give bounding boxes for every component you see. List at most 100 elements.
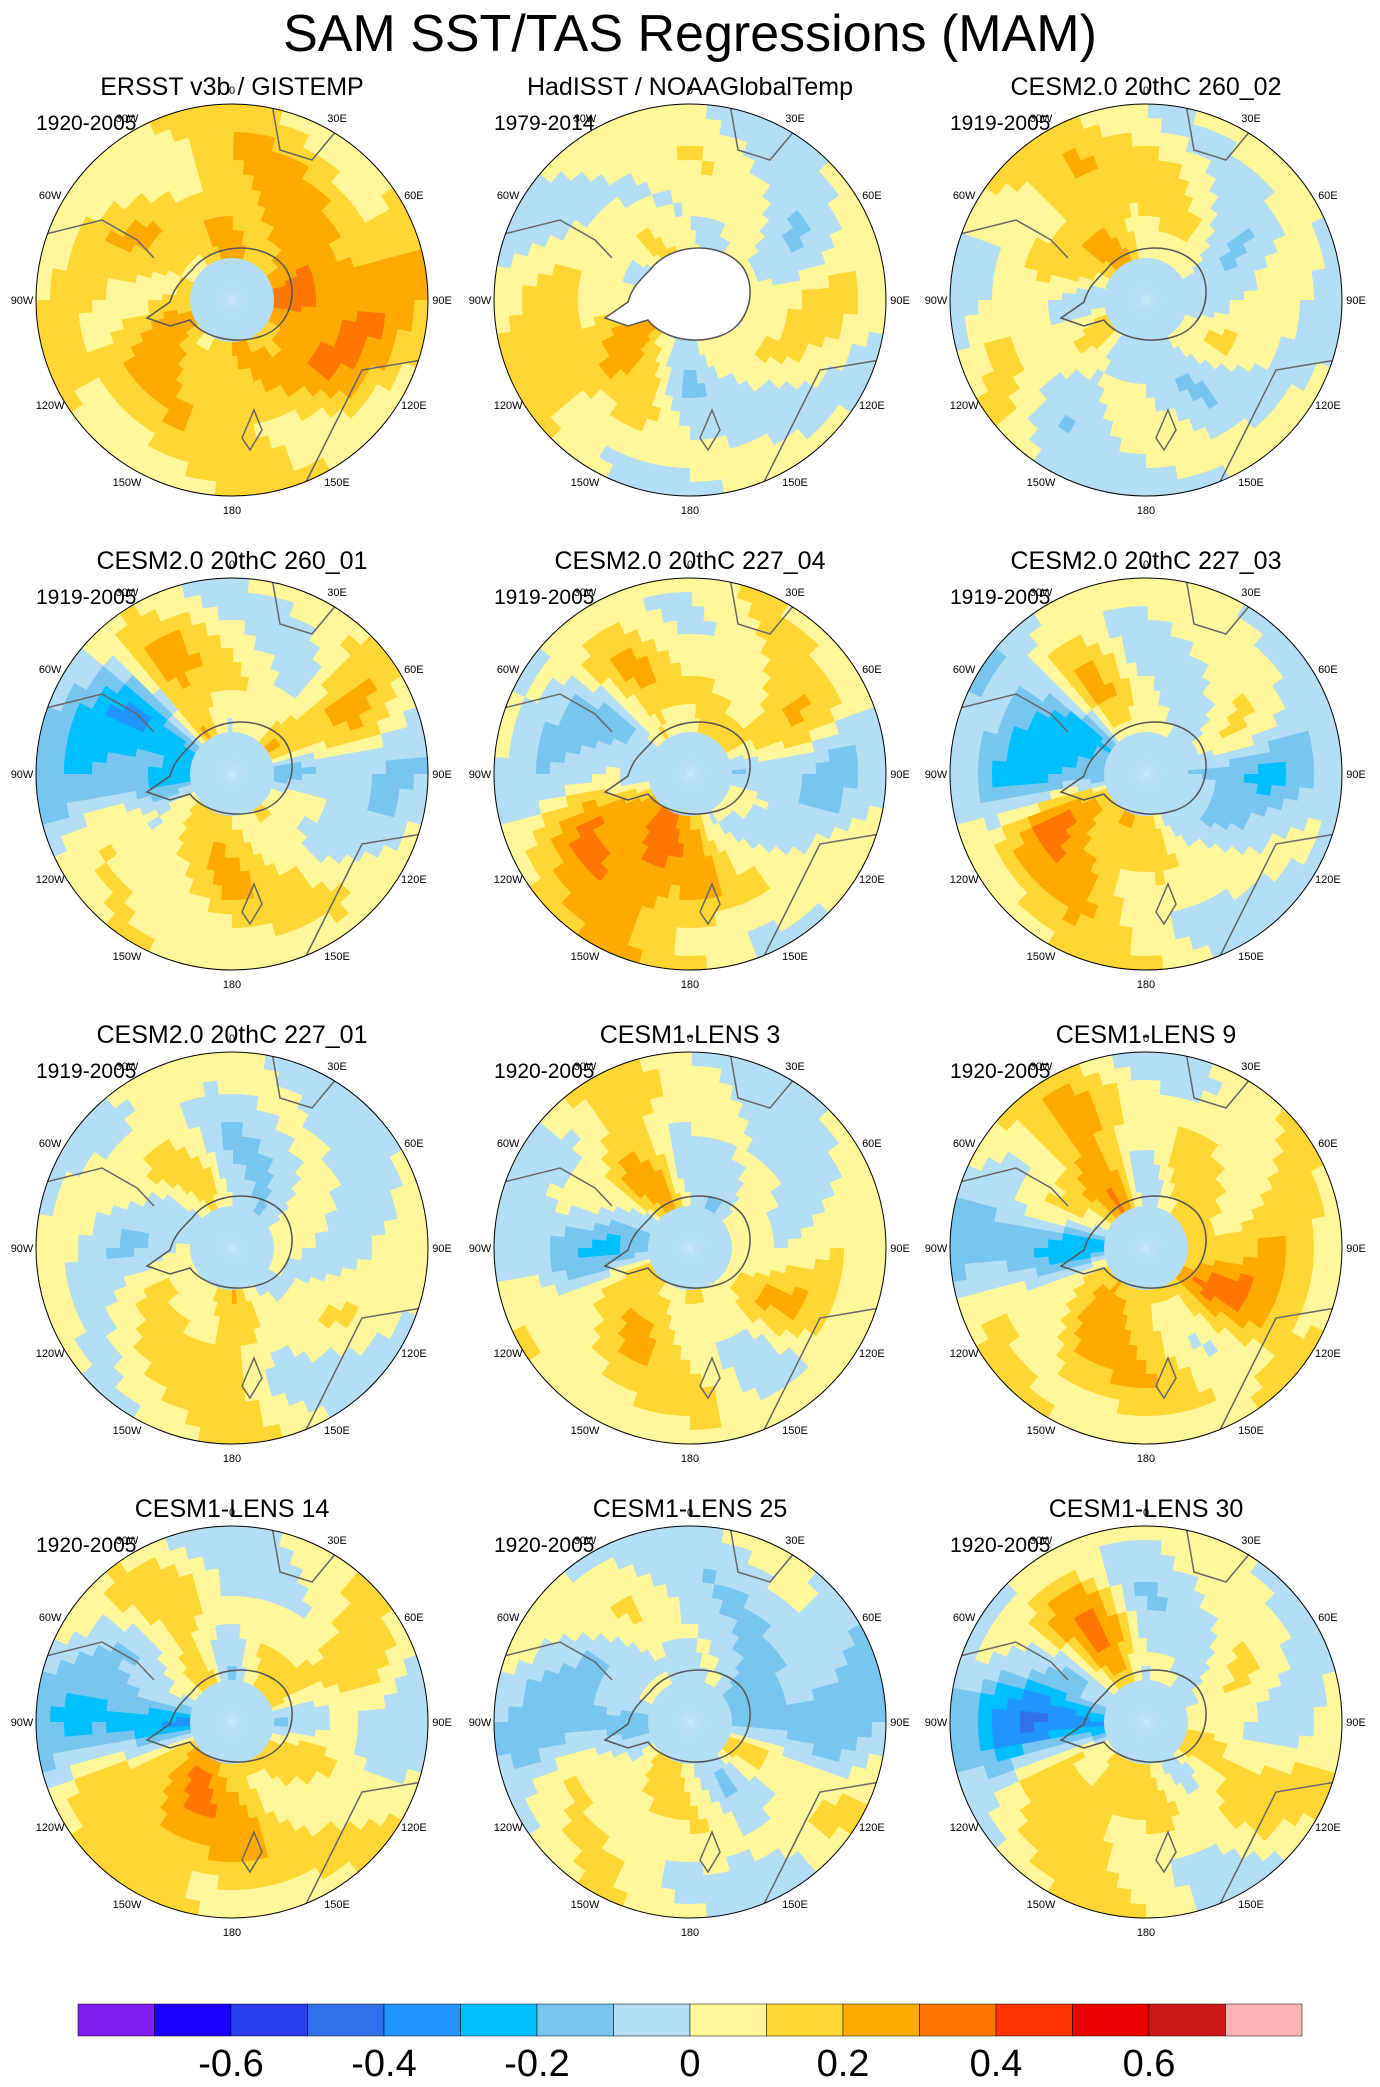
longitude-label: 60W xyxy=(953,1138,976,1150)
longitude-label: 0 xyxy=(687,559,693,571)
longitude-label: 0 xyxy=(229,85,235,97)
panel-title: CESM1-LENS 14 xyxy=(134,1495,330,1523)
longitude-label: 30E xyxy=(1241,113,1261,125)
longitude-label: 90E xyxy=(1346,295,1366,307)
map-outline xyxy=(949,103,1343,497)
contour-field xyxy=(494,104,886,496)
longitude-label: 150E xyxy=(324,951,350,963)
longitude-label: 0 xyxy=(687,1033,693,1045)
polar-map-8: 0 30E 60E 90E 120E 150E 180 150W 120W 90W 60W 30W xyxy=(469,1033,910,1465)
colorbar-tick-label: -0.2 xyxy=(504,2043,569,2085)
longitude-label: 180 xyxy=(681,979,699,991)
longitude-label: 0 xyxy=(687,85,693,97)
polar-map-10: 0 30E 60E 90E 120E 150E 180 150W 120W 90W 60W 30W xyxy=(11,1507,452,1939)
longitude-label: 60W xyxy=(497,1138,520,1150)
africa-coastline xyxy=(729,1526,801,1583)
panel-period: 1979-2014 xyxy=(494,112,595,135)
longitude-label: 180 xyxy=(223,979,241,991)
longitude-label: 120W xyxy=(36,1822,65,1834)
longitude-label: 60W xyxy=(39,664,62,676)
longitude-label: 90W xyxy=(11,1717,34,1729)
longitude-label: 30W xyxy=(1030,113,1053,125)
longitude-label: 120E xyxy=(401,874,427,886)
longitude-label: 120E xyxy=(1315,874,1341,886)
longitude-label: 30E xyxy=(327,1535,347,1547)
longitude-label: 90E xyxy=(890,295,910,307)
longitude-label: 30W xyxy=(574,113,597,125)
australia-coastline xyxy=(301,1307,423,1439)
contour-field xyxy=(494,578,886,970)
polar-map-5: 0 30E 60E 90E 120E 150E 180 150W 120W 90W 60W 30W xyxy=(469,559,910,991)
longitude-label: 30W xyxy=(116,1535,139,1547)
longitude-label: 120E xyxy=(859,1822,885,1834)
longitude-label: 0 xyxy=(1143,1033,1149,1045)
africa-coastline xyxy=(729,104,801,161)
panel-period: 1920-2005 xyxy=(950,1060,1051,1083)
longitude-label: 30W xyxy=(574,1061,597,1073)
longitude-label: 150E xyxy=(1238,1425,1264,1437)
longitude-label: 120W xyxy=(36,1348,65,1360)
contour-field xyxy=(36,104,428,496)
longitude-label: 90W xyxy=(469,295,492,307)
colorbar-box xyxy=(995,2003,1073,2037)
longitude-label: 0 xyxy=(229,1507,235,1519)
longitude-label: 30W xyxy=(1030,1535,1053,1547)
contour-field xyxy=(950,1526,1342,1918)
longitude-label: 150W xyxy=(113,477,142,489)
antarctica-coastline xyxy=(603,1669,751,1763)
panel-title: CESM2.0 20thC 260_02 xyxy=(1010,73,1282,101)
contour-field xyxy=(494,1526,886,1918)
longitude-label: 90E xyxy=(890,1243,910,1255)
longitude-label: 120E xyxy=(401,400,427,412)
longitude-label: 150E xyxy=(782,1425,808,1437)
longitude-label: 150W xyxy=(571,477,600,489)
longitude-label: 0 xyxy=(687,1507,693,1519)
australia-coastline xyxy=(1215,1781,1337,1913)
longitude-label: 180 xyxy=(1137,505,1155,517)
colorbar-box xyxy=(1072,2003,1150,2037)
australia-coastline xyxy=(301,833,423,965)
colorbar-box xyxy=(1225,2003,1303,2037)
antarctica-coastline xyxy=(145,1195,293,1289)
contour-field xyxy=(494,1052,886,1444)
antarctica-coastline xyxy=(1059,1195,1207,1289)
map-outline xyxy=(949,1051,1343,1445)
longitude-label: 180 xyxy=(681,1453,699,1465)
longitude-label: 120W xyxy=(494,1348,523,1360)
australia-coastline xyxy=(759,359,881,491)
longitude-label: 60W xyxy=(39,190,62,202)
south-america-coastline xyxy=(955,1641,1069,1681)
polar-map-7: 0 30E 60E 90E 120E 150E 180 150W 120W 90W 60W 30W xyxy=(11,1033,452,1465)
longitude-label: 60E xyxy=(404,1138,424,1150)
longitude-label: 60E xyxy=(1318,1612,1338,1624)
longitude-label: 150E xyxy=(1238,951,1264,963)
colorbar-box xyxy=(919,2003,997,2037)
longitude-label: 30E xyxy=(327,587,347,599)
longitude-label: 90W xyxy=(925,1243,948,1255)
map-panels: 0 30E 60E 90E 120E 150E 180 150W 120W 90W 60W 30W 0 3… xyxy=(11,85,1366,1939)
longitude-label: 180 xyxy=(1137,1927,1155,1939)
south-america-coastline xyxy=(41,1641,155,1681)
colorbar-tick-label: 0.2 xyxy=(817,2043,870,2085)
new-zealand-coastline xyxy=(699,1830,721,1874)
south-america-coastline xyxy=(955,1167,1069,1207)
polar-map-12: 0 30E 60E 90E 120E 150E 180 150W 120W 90W 60W 30W xyxy=(925,1507,1366,1939)
longitude-label: 120W xyxy=(36,400,65,412)
longitude-label: 60W xyxy=(497,664,520,676)
longitude-label: 60E xyxy=(404,190,424,202)
colorbar-tick-label: 0.6 xyxy=(1123,2043,1176,2085)
longitude-label: 180 xyxy=(1137,1453,1155,1465)
longitude-label: 150W xyxy=(113,1425,142,1437)
longitude-label: 120E xyxy=(1315,1348,1341,1360)
longitude-label: 90E xyxy=(890,769,910,781)
africa-coastline xyxy=(271,1052,343,1109)
longitude-label: 120E xyxy=(859,1348,885,1360)
longitude-label: 150W xyxy=(571,951,600,963)
longitude-label: 30E xyxy=(1241,1061,1261,1073)
longitude-label: 90W xyxy=(11,769,34,781)
longitude-label: 150E xyxy=(782,1899,808,1911)
colorbar-box xyxy=(1148,2003,1226,2037)
longitude-label: 90E xyxy=(1346,1243,1366,1255)
colorbar-tick-label: -0.6 xyxy=(198,2043,263,2085)
new-zealand-coastline xyxy=(1155,1356,1177,1400)
